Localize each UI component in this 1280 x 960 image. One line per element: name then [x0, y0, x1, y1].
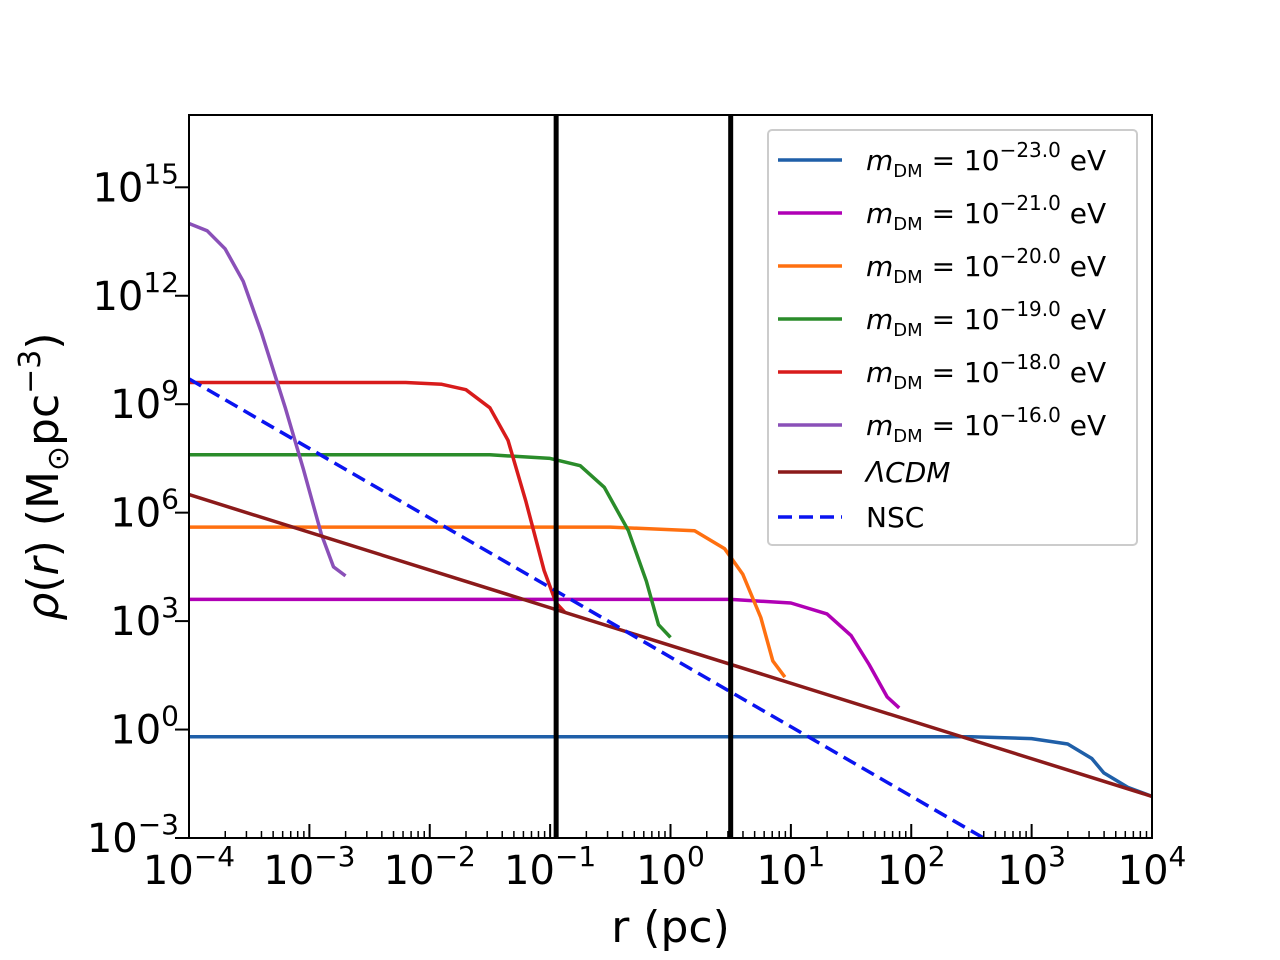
x-axis-label: r (pc) — [611, 902, 730, 953]
y-tick-label-3: 106 — [110, 483, 179, 537]
x-tick-label-2: 10−2 — [384, 840, 476, 894]
x-tick-label-5: 101 — [757, 840, 826, 894]
legend-label-4: mDM = 10−18.0 eV — [866, 350, 1106, 394]
x-tick-label-1: 10−3 — [263, 840, 355, 894]
series-line-4 — [189, 380, 566, 614]
x-tick-label-4: 100 — [636, 840, 705, 894]
y-tick-label-5: 1012 — [92, 266, 179, 320]
axis-ticks — [175, 186, 1153, 839]
y-axis-label: ρ(r) (M⊙pc−3) — [13, 332, 76, 620]
y-tick-label-4: 109 — [110, 374, 179, 428]
legend-items: mDM = 10−23.0 eV mDM = 10−21.0 eV mDM = 10… — [778, 138, 1106, 534]
ylabel-open: ( — [18, 575, 69, 592]
series-layer — [189, 221, 1152, 838]
series-line-7 — [189, 377, 985, 838]
legend-label-5: mDM = 10−16.0 eV — [866, 403, 1106, 447]
x-tick-label-0: 10−4 — [143, 840, 235, 894]
x-tick-label-8: 104 — [1118, 840, 1187, 894]
series-line-6 — [189, 492, 1152, 799]
series-line-1 — [189, 597, 901, 710]
series-line-5 — [189, 221, 347, 578]
series-line-2 — [189, 525, 787, 679]
y-tick-label-0: 10−3 — [87, 808, 179, 862]
x-tick-label-6: 102 — [877, 840, 946, 894]
legend-label-7: NSC — [866, 501, 924, 534]
series-line-3 — [189, 453, 672, 639]
ylabel-pc: pc — [18, 394, 69, 446]
tick-labels: 10−4 10−3 10−2 10−1 100 101 102 103 10410−310010… — [87, 157, 1187, 894]
reference-lines — [553, 115, 734, 838]
legend-label-6: ΛCDM — [864, 456, 950, 489]
y-tick-label-6: 1015 — [92, 157, 179, 211]
y-tick-label-2: 103 — [110, 591, 179, 645]
x-tick-label-3: 10−1 — [504, 840, 596, 894]
legend-box — [767, 129, 1138, 546]
ylabel-r: r — [18, 554, 69, 575]
ylabel-rho: ρ — [18, 593, 69, 621]
legend-label-0: mDM = 10−23.0 eV — [866, 138, 1106, 182]
ylabel-exp: −3 — [13, 350, 48, 394]
legend-label-1: mDM = 10−21.0 eV — [866, 191, 1106, 235]
y-tick-label-1: 100 — [110, 700, 179, 754]
legend-label-2: mDM = 10−20.0 eV — [866, 244, 1106, 288]
series-line-0 — [189, 735, 1152, 799]
legend: mDM = 10−23.0 eV mDM = 10−21.0 eV mDM = 10… — [767, 129, 1138, 546]
ylabel-close: ) — [18, 540, 69, 557]
ylabel-sun: ⊙ — [41, 446, 76, 471]
legend-label-3: mDM = 10−19.0 eV — [866, 297, 1106, 341]
ylabel-units-close: ) — [18, 332, 69, 349]
x-tick-label-7: 103 — [997, 840, 1066, 894]
ylabel-units-open: (M — [18, 471, 69, 540]
